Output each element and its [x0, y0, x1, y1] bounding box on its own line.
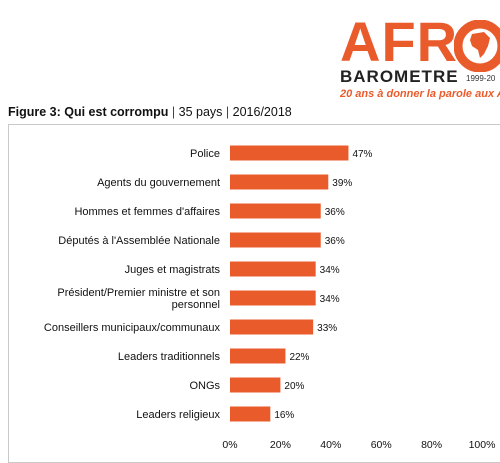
- africa-globe-icon: [454, 20, 500, 72]
- category-label: Leaders traditionnels: [118, 351, 221, 363]
- afrobarometer-logo: AFR BAROMETRE 1999-20 20 ans à donner la…: [336, 10, 500, 104]
- bar: [230, 290, 316, 306]
- category-label: Députés à l'Assemblée Nationale: [58, 235, 220, 247]
- bar: [230, 261, 316, 277]
- bar: [230, 232, 321, 248]
- bar: [230, 174, 329, 190]
- x-tick-label: 20%: [270, 439, 291, 451]
- bar: [230, 145, 349, 161]
- value-label: 20%: [284, 381, 304, 392]
- value-label: 36%: [325, 207, 345, 218]
- value-label: 39%: [332, 178, 352, 189]
- logo-wordmark: AFR: [340, 10, 459, 73]
- category-label: Leaders religieux: [136, 409, 220, 421]
- figure-countries: 35 pays: [178, 105, 223, 119]
- category-label: Police: [190, 148, 220, 160]
- figure-title: Figure 3: Qui est corrompu | 35 pays | 2…: [8, 104, 292, 120]
- bar: [230, 348, 286, 364]
- value-label: 34%: [320, 294, 340, 305]
- title-separator: |: [171, 105, 179, 119]
- category-label: Juges et magistrats: [125, 264, 221, 276]
- x-tick-label: 80%: [421, 439, 442, 451]
- value-label: 33%: [317, 323, 337, 334]
- bar: [230, 203, 321, 219]
- title-separator: |: [225, 105, 233, 119]
- category-label: personnel: [172, 299, 220, 311]
- category-label: Conseillers municipaux/communaux: [44, 322, 221, 334]
- category-label: Agents du gouvernement: [97, 177, 220, 189]
- value-label: 16%: [274, 410, 294, 421]
- figure-period: 2016/2018: [232, 105, 292, 119]
- value-label: 47%: [352, 149, 372, 160]
- bar: [230, 406, 271, 422]
- bar: [230, 319, 314, 335]
- value-label: 22%: [289, 352, 309, 363]
- logo-tagline: 20 ans à donner la parole aux Afr: [340, 88, 500, 100]
- logo-years: 1999-20: [466, 74, 496, 83]
- category-label: Président/Premier ministre et son: [57, 287, 220, 299]
- x-tick-label: 0%: [222, 439, 237, 451]
- category-label: Hommes et femmes d'affaires: [74, 206, 220, 218]
- category-label: ONGs: [189, 380, 220, 392]
- figure-label: Figure 3: Qui est corrompu: [8, 105, 169, 119]
- value-label: 34%: [320, 265, 340, 276]
- value-label: 36%: [325, 236, 345, 247]
- x-tick-label: 40%: [320, 439, 341, 451]
- logo-subword: BAROMETRE: [340, 67, 459, 86]
- x-tick-label: 60%: [371, 439, 392, 451]
- x-tick-label: 100%: [469, 439, 496, 451]
- bar: [230, 377, 281, 393]
